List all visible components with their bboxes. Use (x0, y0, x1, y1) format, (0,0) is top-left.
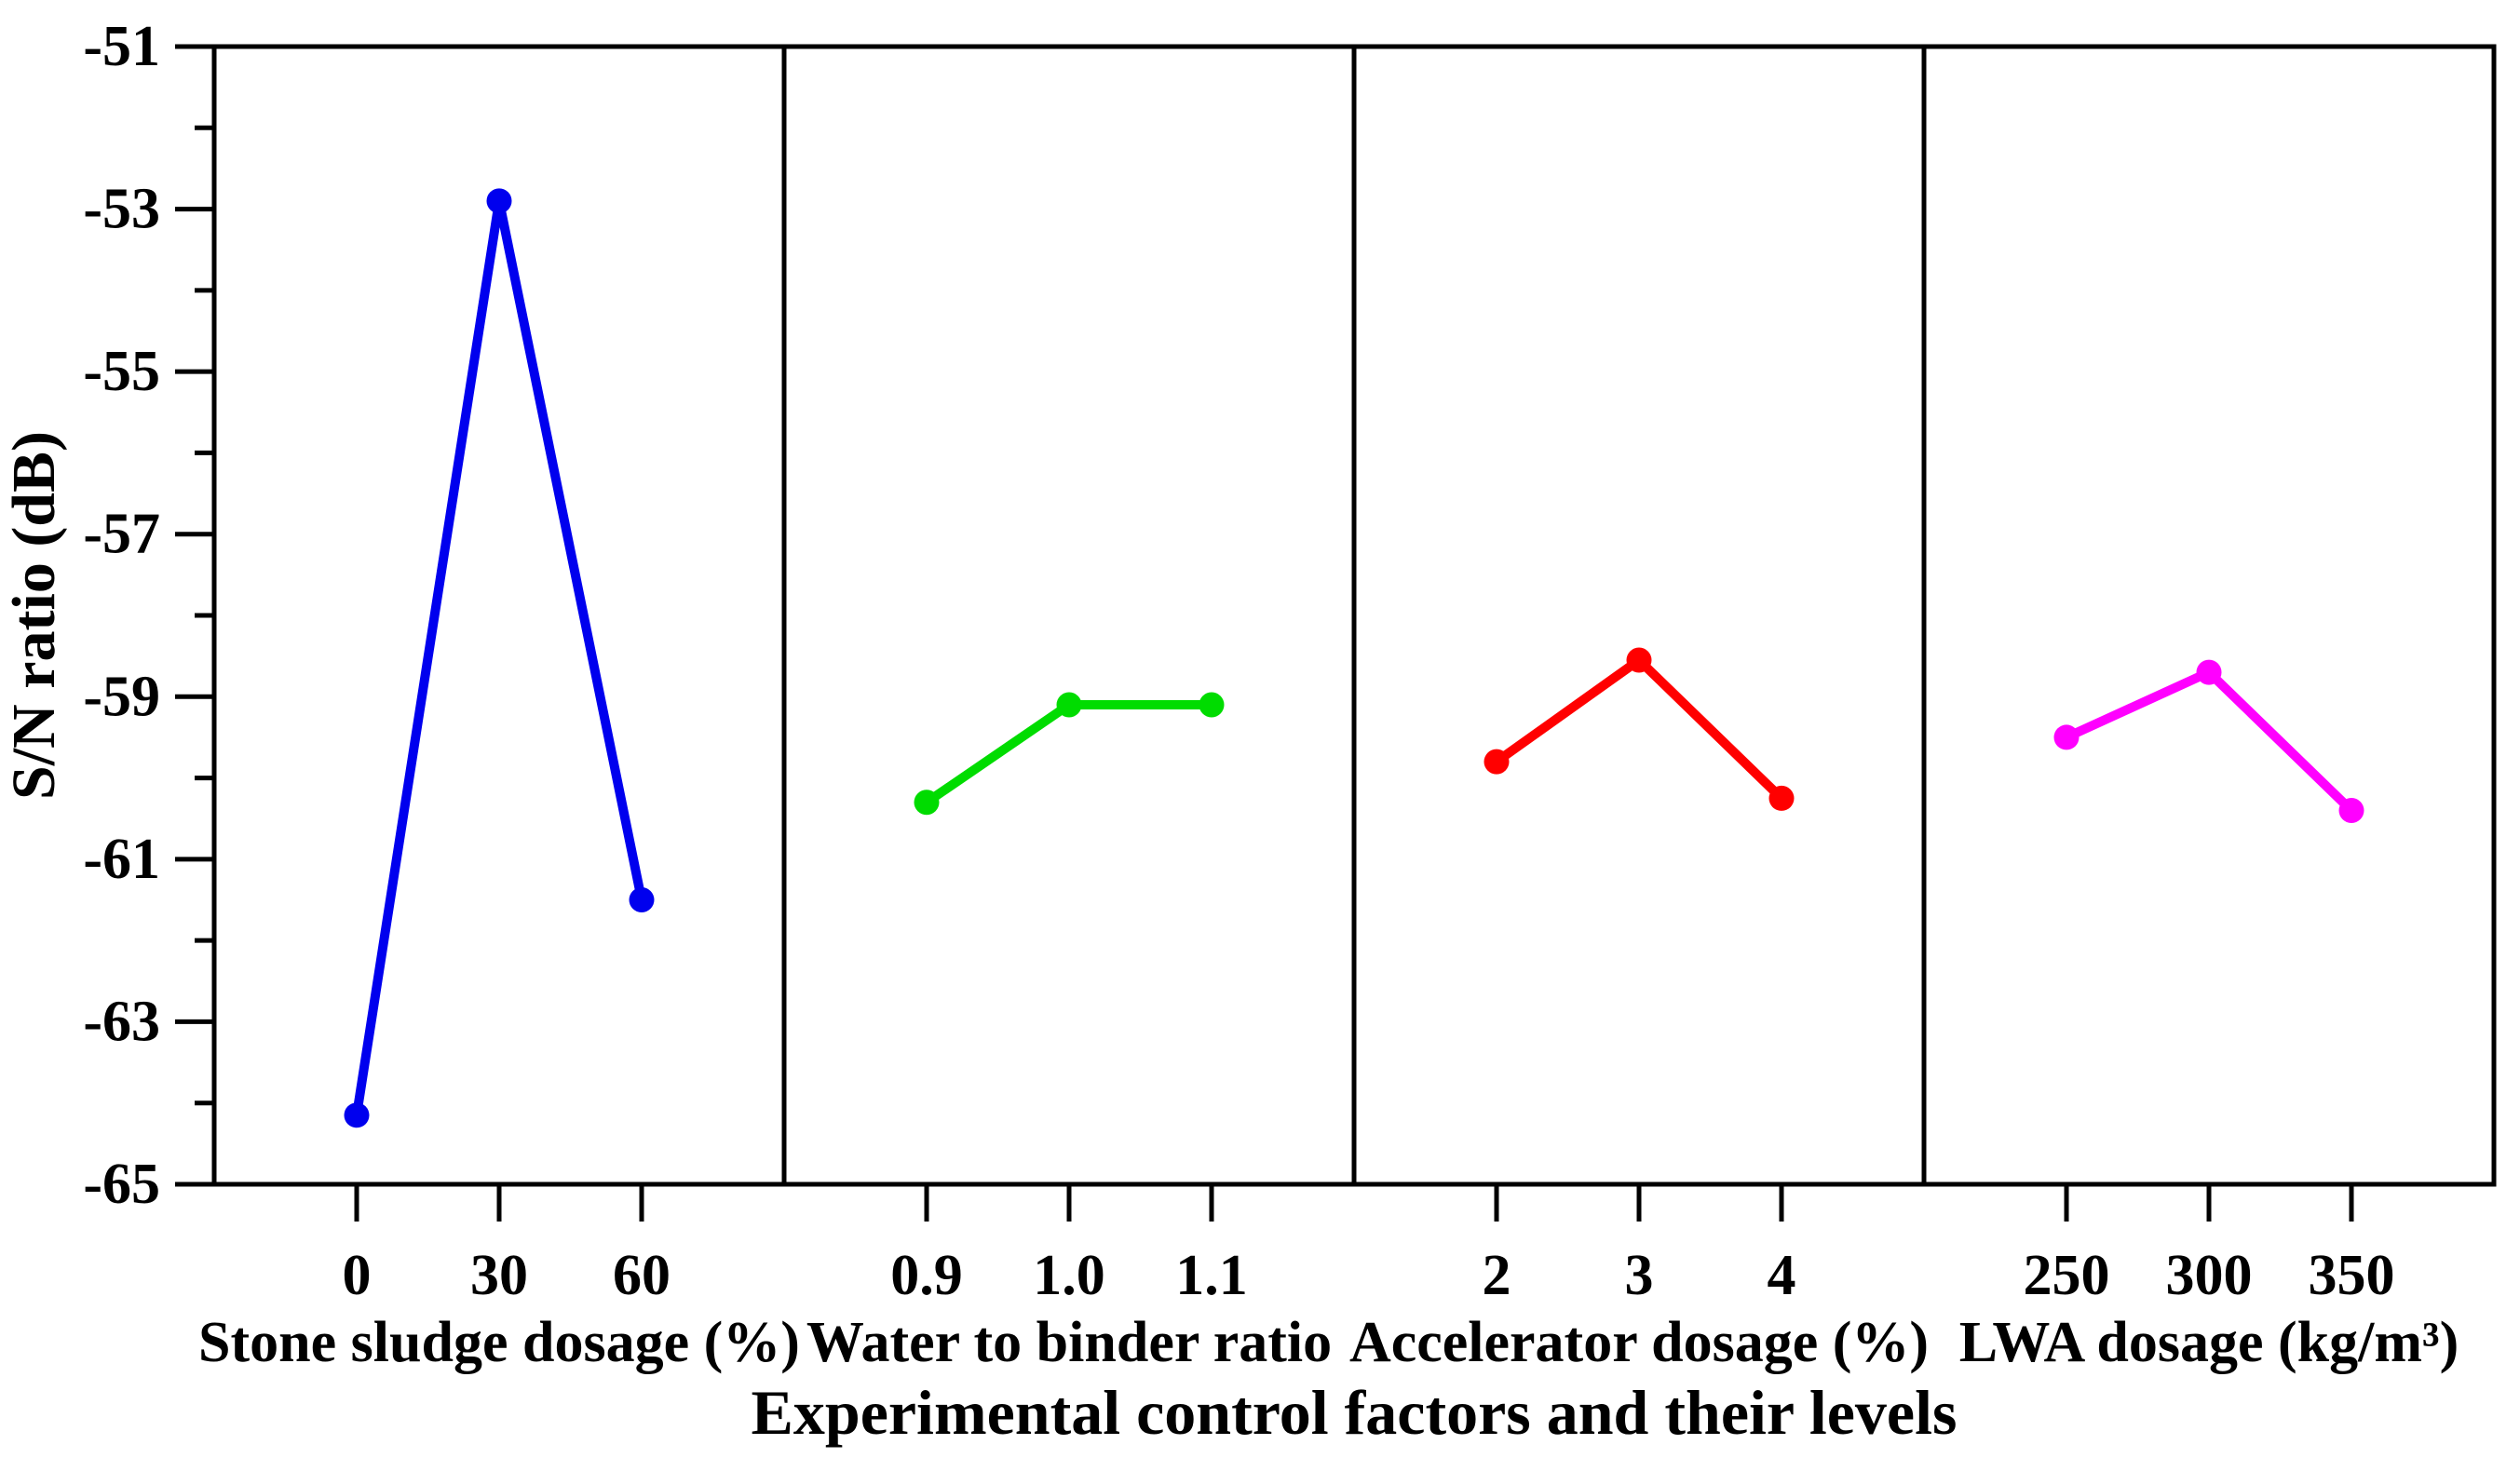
factor-label: Stone sludge dosage (%) (198, 1311, 800, 1374)
x-tick-label: 300 (2166, 1244, 2253, 1307)
x-tick-label: 3 (1625, 1244, 1654, 1307)
series-line (352, 199, 646, 1120)
x-tick-label: 1.0 (1033, 1244, 1105, 1307)
x-tick-label: 2 (1483, 1244, 1511, 1307)
series-line (1492, 654, 1786, 803)
data-point (2338, 797, 2364, 823)
data-point (1768, 785, 1795, 811)
x-tick-label: 0.9 (890, 1244, 963, 1307)
x-tick-label: 30 (470, 1244, 528, 1307)
y-tick-label: -59 (83, 665, 160, 728)
y-tick-label: -61 (83, 828, 160, 891)
data-point (1484, 749, 1510, 775)
series-line (2062, 667, 2356, 816)
y-tick-label: -57 (83, 503, 160, 566)
x-tick-label: 1.1 (1175, 1244, 1248, 1307)
data-point (486, 188, 512, 214)
series-line (922, 700, 1216, 807)
y-axis-title: S/N ratio (dB) (0, 431, 68, 800)
data-point (1626, 647, 1652, 673)
x-tick-label: 0 (343, 1244, 372, 1307)
data-point (344, 1102, 370, 1128)
y-tick-label: -53 (83, 178, 160, 241)
data-point (1199, 692, 1225, 718)
x-tick-label: 60 (613, 1244, 671, 1307)
data-point (2196, 659, 2222, 685)
factor-label: LWA dosage (kg/m³) (1959, 1311, 2459, 1374)
factor-label: Water to binder ratio (806, 1311, 1332, 1374)
y-tick-label: -55 (83, 340, 160, 403)
y-tick-label: -51 (83, 15, 160, 78)
y-tick-label: -65 (83, 1153, 160, 1216)
x-tick-label: 350 (2309, 1244, 2395, 1307)
data-point (2053, 724, 2080, 750)
data-point (914, 790, 940, 816)
x-tick-label: 4 (1768, 1244, 1796, 1307)
x-axis-title: Experimental control factors and their l… (752, 1377, 1958, 1448)
data-point (1056, 692, 1082, 718)
x-tick-label: 250 (2024, 1244, 2110, 1307)
factor-label: Accelerator dosage (%) (1349, 1311, 1929, 1374)
data-point (629, 887, 655, 912)
y-tick-label: -63 (83, 990, 160, 1053)
